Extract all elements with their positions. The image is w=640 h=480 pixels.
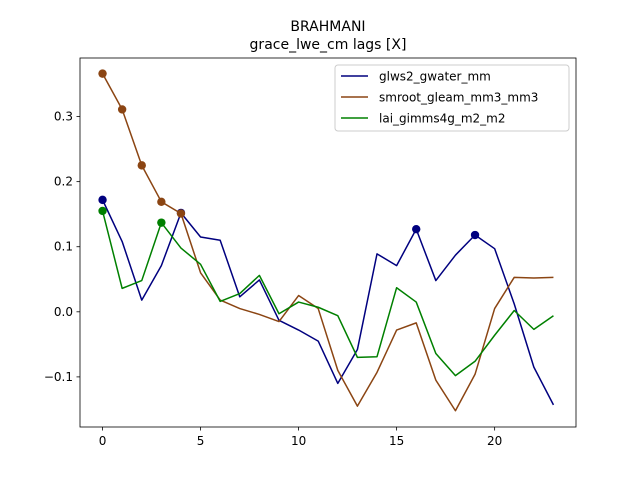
series-marker-smroot_gleam_mm3_mm3 — [157, 197, 166, 207]
x-tick-label: 10 — [291, 434, 306, 448]
x-tick-label: 20 — [487, 434, 502, 448]
x-tick-label: 15 — [389, 434, 404, 448]
y-tick-label: 0.0 — [54, 305, 73, 319]
axes-frame — [79, 57, 577, 428]
y-tick-label: 0.3 — [54, 110, 73, 124]
series-marker-glws2_gwater_mm — [412, 224, 421, 234]
y-tick-label: 0.2 — [54, 175, 73, 189]
series-marker-glws2_gwater_mm — [98, 195, 107, 205]
series-marker-lai_gimms4g_m2_m2 — [157, 218, 166, 227]
legend: glws2_gwater_mm smroot_gleam_mm3_mm3 lai_g… — [334, 64, 570, 132]
chart-title: BRAHMANI — [290, 19, 365, 35]
series-marker-lai_gimms4g_m2_m2 — [98, 206, 107, 216]
series-line-lai_gimms4g_m2_m2 — [101, 210, 554, 377]
series-marker-smroot_gleam_mm3_mm3 — [98, 69, 107, 78]
legend-box — [334, 64, 570, 132]
x-tick-label: 5 — [197, 434, 205, 448]
legend-label-lai_gimms4g_m2_m2: lai_gimms4g_m2_m2 — [379, 112, 506, 126]
legend-label-glws2_gwater_mm: glws2_gwater_mm — [379, 70, 491, 84]
plot-area: 0 5 10 15 20 −0.1 0.0 0.1 0.2 0.3 — [44, 57, 577, 448]
y-tick-label: 0.1 — [54, 240, 73, 254]
y-tick-label: −0.1 — [44, 370, 73, 384]
legend-label-smroot_gleam_mm3_mm3: smroot_gleam_mm3_mm3 — [379, 91, 538, 105]
series-marker-smroot_gleam_mm3_mm3 — [176, 209, 186, 218]
series-marker-glws2_gwater_mm — [470, 230, 480, 240]
x-tick-label: 0 — [99, 434, 107, 448]
series-marker-smroot_gleam_mm3_mm3 — [117, 105, 127, 114]
chart-subtitle: grace_lwe_cm lags [X] — [250, 37, 407, 53]
series-marker-smroot_gleam_mm3_mm3 — [137, 161, 146, 170]
